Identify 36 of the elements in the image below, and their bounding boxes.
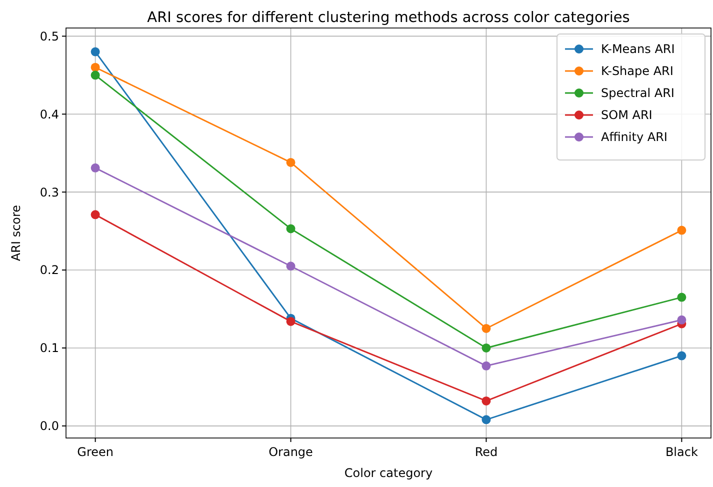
x-axis-title: Color category [344, 466, 433, 480]
x-tick-label: Green [77, 445, 114, 459]
y-tick-label: 0.3 [40, 185, 59, 200]
y-tick-label: 0.1 [40, 341, 59, 356]
point [677, 315, 686, 324]
point [90, 70, 100, 80]
y-tick-label: 0.5 [40, 29, 59, 44]
point [90, 163, 100, 172]
x-tick-label: Black [665, 445, 698, 459]
legend-label: K-Shape ARI [601, 64, 674, 78]
point [90, 62, 100, 72]
point [482, 396, 491, 406]
y-axis-title: ARI score [9, 204, 23, 262]
legend-label: Spectral ARI [601, 86, 674, 100]
legend-label: Affinity ARI [601, 130, 668, 144]
point [482, 415, 491, 424]
point [677, 351, 686, 360]
y-tick-label: 0.4 [40, 107, 59, 122]
point [286, 224, 296, 234]
legend-label: SOM ARI [601, 108, 652, 122]
point [90, 47, 100, 56]
point [286, 316, 296, 326]
legend-label: K-Means ARI [601, 42, 675, 56]
point [482, 343, 491, 352]
point [90, 210, 100, 220]
point [677, 226, 686, 235]
point [286, 262, 296, 271]
x-tick-label: Red [474, 445, 498, 459]
y-tick-label: 0.0 [40, 419, 59, 434]
point [286, 158, 296, 167]
point [482, 361, 491, 370]
point [677, 292, 686, 302]
x-tick-label: Orange [268, 445, 313, 459]
chart-title: ARI scores for different clustering methods across color categories [147, 10, 630, 26]
point [482, 324, 491, 333]
y-tick-label: 0.2 [40, 263, 59, 278]
